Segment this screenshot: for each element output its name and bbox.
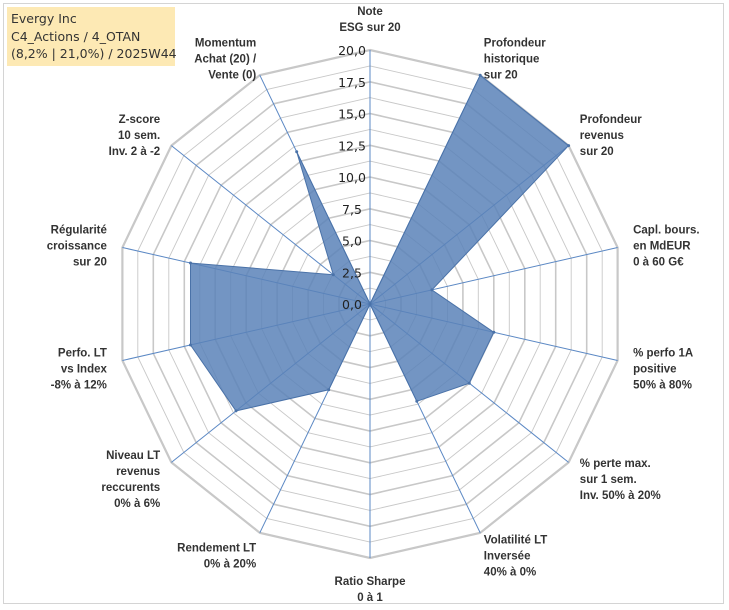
data-point xyxy=(567,144,571,148)
tick-label: 12,5 xyxy=(338,138,366,153)
info-box: Evergy Inc C4_Actions / 4_OTAN (8,2% | 2… xyxy=(7,7,177,66)
data-point xyxy=(327,388,331,392)
axis-label: Rendement LT 0% à 20% xyxy=(177,543,256,571)
tick-label: 2,5 xyxy=(342,265,362,280)
portfolio-category: C4_Actions / 4_OTAN xyxy=(11,28,141,44)
data-point xyxy=(368,302,372,306)
radar-tick-labels: 0,0 2,5 5,0 7,5 10,0 12,5 15,0 17,5 20,0 xyxy=(338,43,366,312)
axis-label: Profondeur revenus sur 20 xyxy=(580,114,642,158)
axis-label: Profondeur historique sur 20 xyxy=(484,37,546,81)
axis-label: Ratio Sharpe 0 à 1 xyxy=(335,576,406,604)
tick-label: 10,0 xyxy=(338,170,366,185)
tick-label: 5,0 xyxy=(342,234,362,249)
data-point xyxy=(189,343,192,347)
axis-label: Perfo. LT vs Index -8% à 12% xyxy=(51,347,108,391)
radar-series xyxy=(189,73,571,413)
tick-label: 15,0 xyxy=(338,107,366,122)
data-point xyxy=(430,288,434,292)
company-name: Evergy Inc xyxy=(11,11,77,26)
axis-label: Niveau LT revenus reccurents 0% à 6% xyxy=(101,450,160,510)
axis-label: Régularité croissance sur 20 xyxy=(47,225,107,269)
radar-axis-labels: Note ESG sur 20 Profondeur historique sur 20… xyxy=(47,6,700,604)
axis-label: % perte max. sur 1 sem. Inv. 50% à 20% xyxy=(580,458,661,502)
axis-label: Volatilité LT Inversée 40% à 0% xyxy=(484,535,547,579)
axis-label: Z-score 10 sem. Inv. 2 à -2 xyxy=(109,114,161,158)
data-point xyxy=(234,409,238,413)
data-point xyxy=(467,381,471,385)
data-point xyxy=(189,261,192,265)
data-point xyxy=(478,73,482,77)
tick-label: 0,0 xyxy=(342,297,362,312)
data-point xyxy=(415,399,419,403)
axis-label: % perfo 1A positive 50% à 80% xyxy=(633,347,693,391)
data-point xyxy=(295,150,299,154)
axis-label: Capl. bours. en MdEUR 0 à 60 G€ xyxy=(633,225,699,269)
data-point xyxy=(492,330,496,334)
performance-week: (8,2% | 21,0%) / 2025W44 xyxy=(11,46,177,61)
tick-label: 20,0 xyxy=(338,43,366,58)
axis-label: Momentum Achat (20) / Vente (0) xyxy=(194,37,257,81)
axis-label: Note ESG sur 20 xyxy=(339,6,400,34)
data-point xyxy=(331,273,335,277)
tick-label: 7,5 xyxy=(342,202,362,217)
tick-label: 17,5 xyxy=(338,75,366,90)
